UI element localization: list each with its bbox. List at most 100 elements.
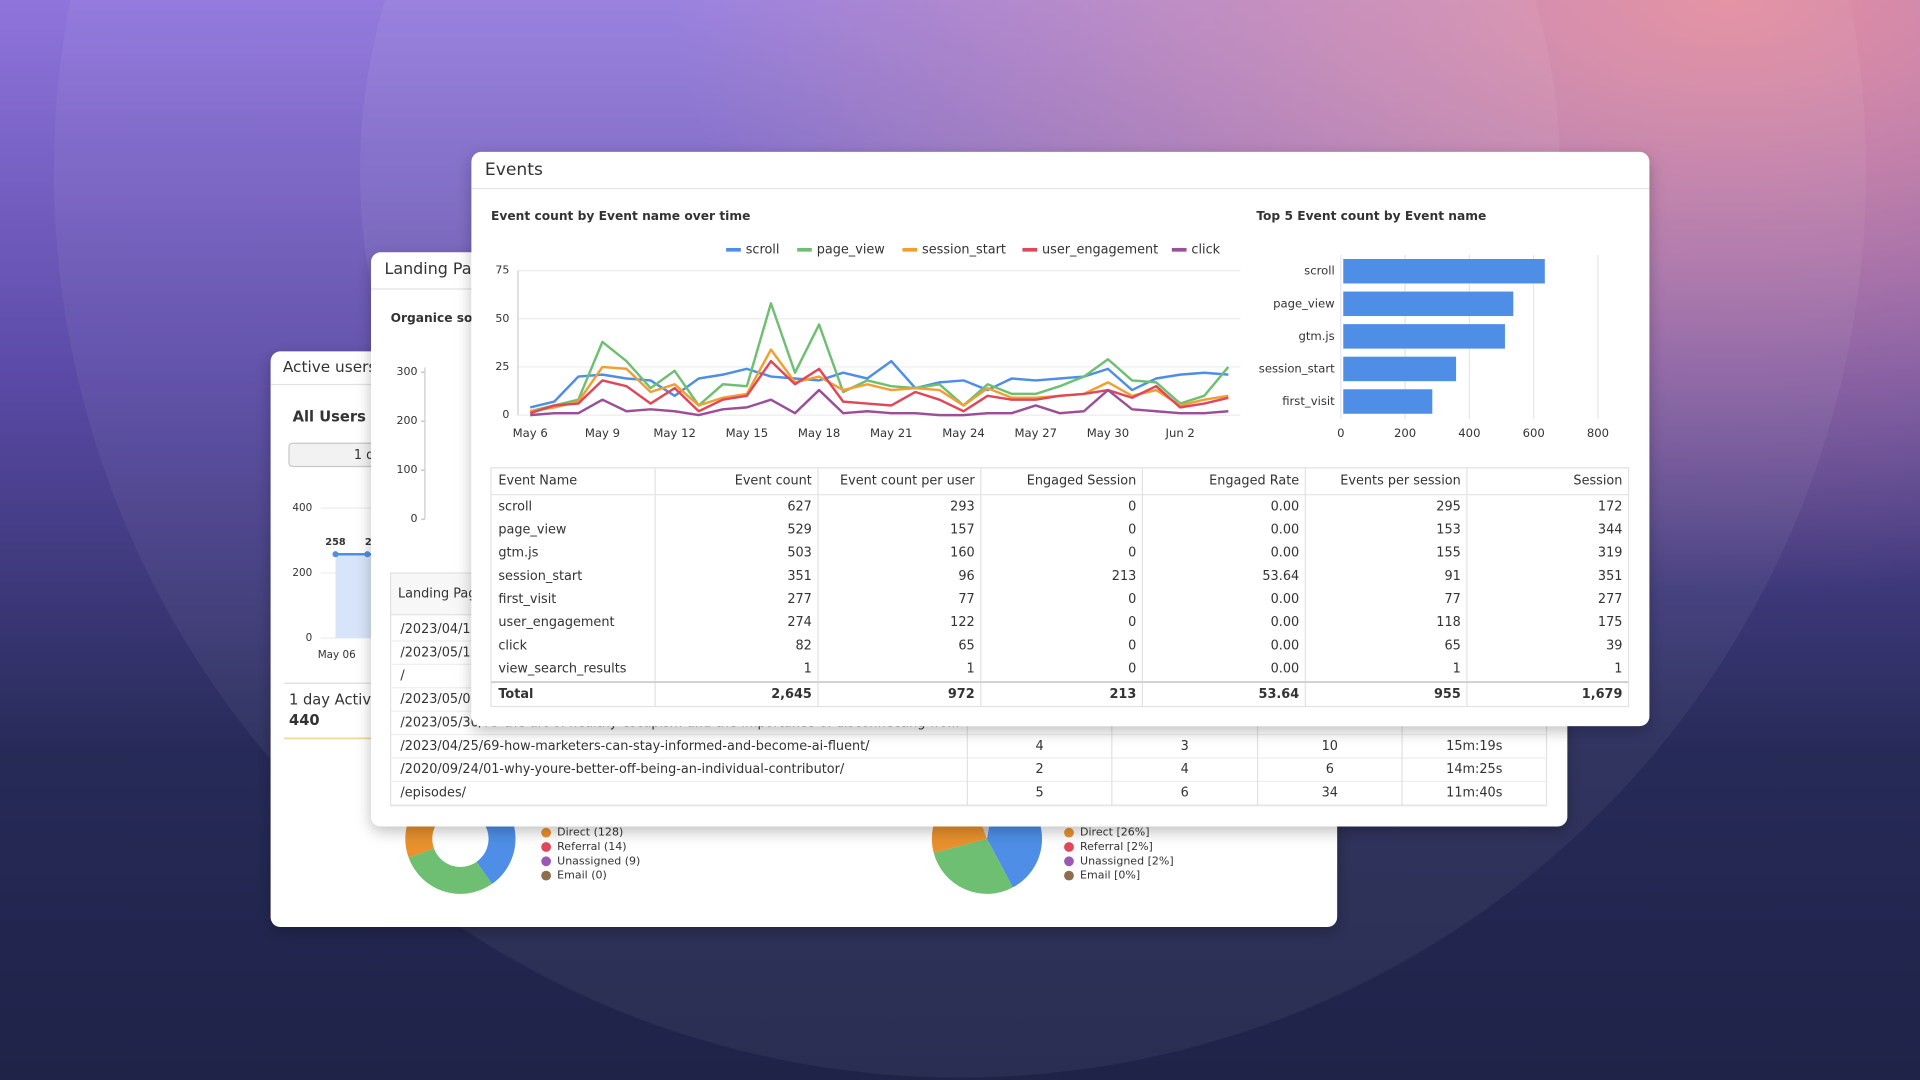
pie-segment [933, 838, 1013, 894]
table-cell: 175 [1598, 615, 1623, 630]
y-tick-label: 200 [397, 414, 418, 427]
y-tick-label: 0 [502, 408, 509, 421]
x-tick-label: Jun 2 [1165, 426, 1195, 440]
bar [1343, 324, 1505, 349]
x-tick-label: 400 [1458, 426, 1480, 440]
table-cell: 0 [1128, 546, 1136, 561]
table-cell: 277 [787, 592, 812, 607]
x-tick-label: May 24 [942, 426, 985, 440]
bar [1343, 389, 1433, 414]
table-cell: 4 [1036, 739, 1044, 754]
table-cell: 1,679 [1582, 687, 1623, 702]
table-cell: 53.64 [1262, 569, 1299, 584]
table-cell: 172 [1598, 499, 1623, 514]
table-cell: 77 [1444, 592, 1460, 607]
table-cell: 627 [787, 499, 812, 514]
donut-segment [408, 848, 493, 894]
legend-dot [541, 856, 552, 867]
table-cell: 2 [1036, 762, 1044, 777]
table-cell: 344 [1598, 523, 1623, 538]
table-cell: 118 [1436, 615, 1461, 630]
table-cell: Engaged Rate [1209, 474, 1299, 489]
legend-dot [1064, 870, 1074, 881]
table-cell: 955 [1434, 687, 1461, 702]
table-cell: 0 [1128, 615, 1136, 630]
table-header-cell: Landing Pag [398, 586, 476, 601]
series-line [529, 359, 1229, 415]
table-cell: 351 [787, 569, 812, 584]
table-cell: 0 [1128, 592, 1136, 607]
x-tick-label: May 15 [726, 426, 769, 440]
table-cell: 213 [1110, 687, 1137, 702]
legend-dot [541, 827, 552, 838]
table-cell: first_visit [498, 592, 556, 607]
chart-title: Event count by Event name over time [491, 209, 750, 223]
table-cell: 65 [958, 638, 974, 653]
x-tick-label: 200 [1394, 426, 1416, 440]
table-cell: 53.64 [1259, 687, 1300, 702]
table-cell: page_view [498, 523, 566, 538]
table-cell: Event count per user [840, 474, 975, 489]
y-tick-label: 200 [292, 567, 312, 579]
table-cell: 213 [1112, 569, 1137, 584]
bar [1343, 291, 1514, 317]
table-cell: Engaged Session [1027, 474, 1137, 489]
table-cell: 155 [1436, 546, 1461, 561]
date-button-label: 1 d [354, 448, 374, 463]
legend-label: page_view [817, 242, 885, 257]
table-cell: 34 [1322, 786, 1338, 801]
table-cell: 11m:40s [1446, 786, 1503, 801]
table-cell: 14m:25s [1446, 762, 1503, 777]
table-cell: 0 [1128, 661, 1136, 676]
table-frame [490, 467, 1630, 708]
metric-value: 440 [289, 712, 320, 729]
table-cell: 3 [1181, 739, 1189, 754]
chart-title: Top 5 Event count by Event name [1256, 209, 1486, 223]
table-cell: 96 [958, 569, 974, 584]
table-cell: click [498, 638, 527, 653]
x-tick-label: 600 [1523, 426, 1545, 440]
bar [1343, 356, 1457, 382]
legend-label: Direct [26%] [1080, 826, 1150, 839]
table-cell: Events per session [1340, 474, 1461, 489]
events-card: Events Event count by Event name over tim… [471, 151, 1650, 727]
table-cell: 157 [950, 523, 975, 538]
table-cell: /episodes/ [400, 786, 466, 801]
table-cell: 972 [948, 687, 975, 702]
table-cell: 1 [967, 661, 975, 676]
x-tick-label: May 21 [870, 426, 913, 440]
table-cell: 0 [1128, 638, 1136, 653]
card-title: Landing Pa [384, 259, 471, 278]
series-line [530, 388, 1229, 417]
y-tick-label: scroll [1304, 264, 1335, 278]
x-tick-label: 0 [1337, 426, 1344, 440]
table-cell: 10 [1322, 739, 1338, 754]
y-tick-label: first_visit [1282, 394, 1335, 408]
table-cell: 15m:19s [1446, 739, 1503, 754]
table-cell: 153 [1436, 523, 1461, 538]
legend-label: Email (0) [557, 869, 607, 882]
x-tick-label: May 06 [318, 649, 356, 661]
table-cell: 1 [804, 661, 812, 676]
table-cell: /2023/04/25/69-how-marketers-can-stay-in… [400, 739, 870, 754]
x-tick-label: May 6 [513, 426, 548, 440]
table-cell: 0.00 [1271, 499, 1300, 514]
table-cell: 0 [1128, 523, 1136, 538]
table-cell: 6 [1181, 786, 1189, 801]
legend-dot [541, 870, 552, 881]
data-label: 258 [325, 537, 346, 548]
series-line [530, 348, 1229, 413]
legend-label: Email [0%] [1080, 869, 1140, 882]
legend-label: Direct (128) [557, 826, 623, 839]
legend-dot [1064, 856, 1074, 867]
legend-label: Referral (14) [557, 840, 626, 853]
table-cell: Event count [735, 474, 812, 489]
y-tick-label: 300 [397, 365, 418, 378]
table-cell: 82 [795, 638, 811, 653]
legend-label: click [1191, 242, 1220, 257]
area [335, 554, 373, 638]
table-cell: 4 [1181, 762, 1189, 777]
table-cell: 6 [1326, 762, 1334, 777]
